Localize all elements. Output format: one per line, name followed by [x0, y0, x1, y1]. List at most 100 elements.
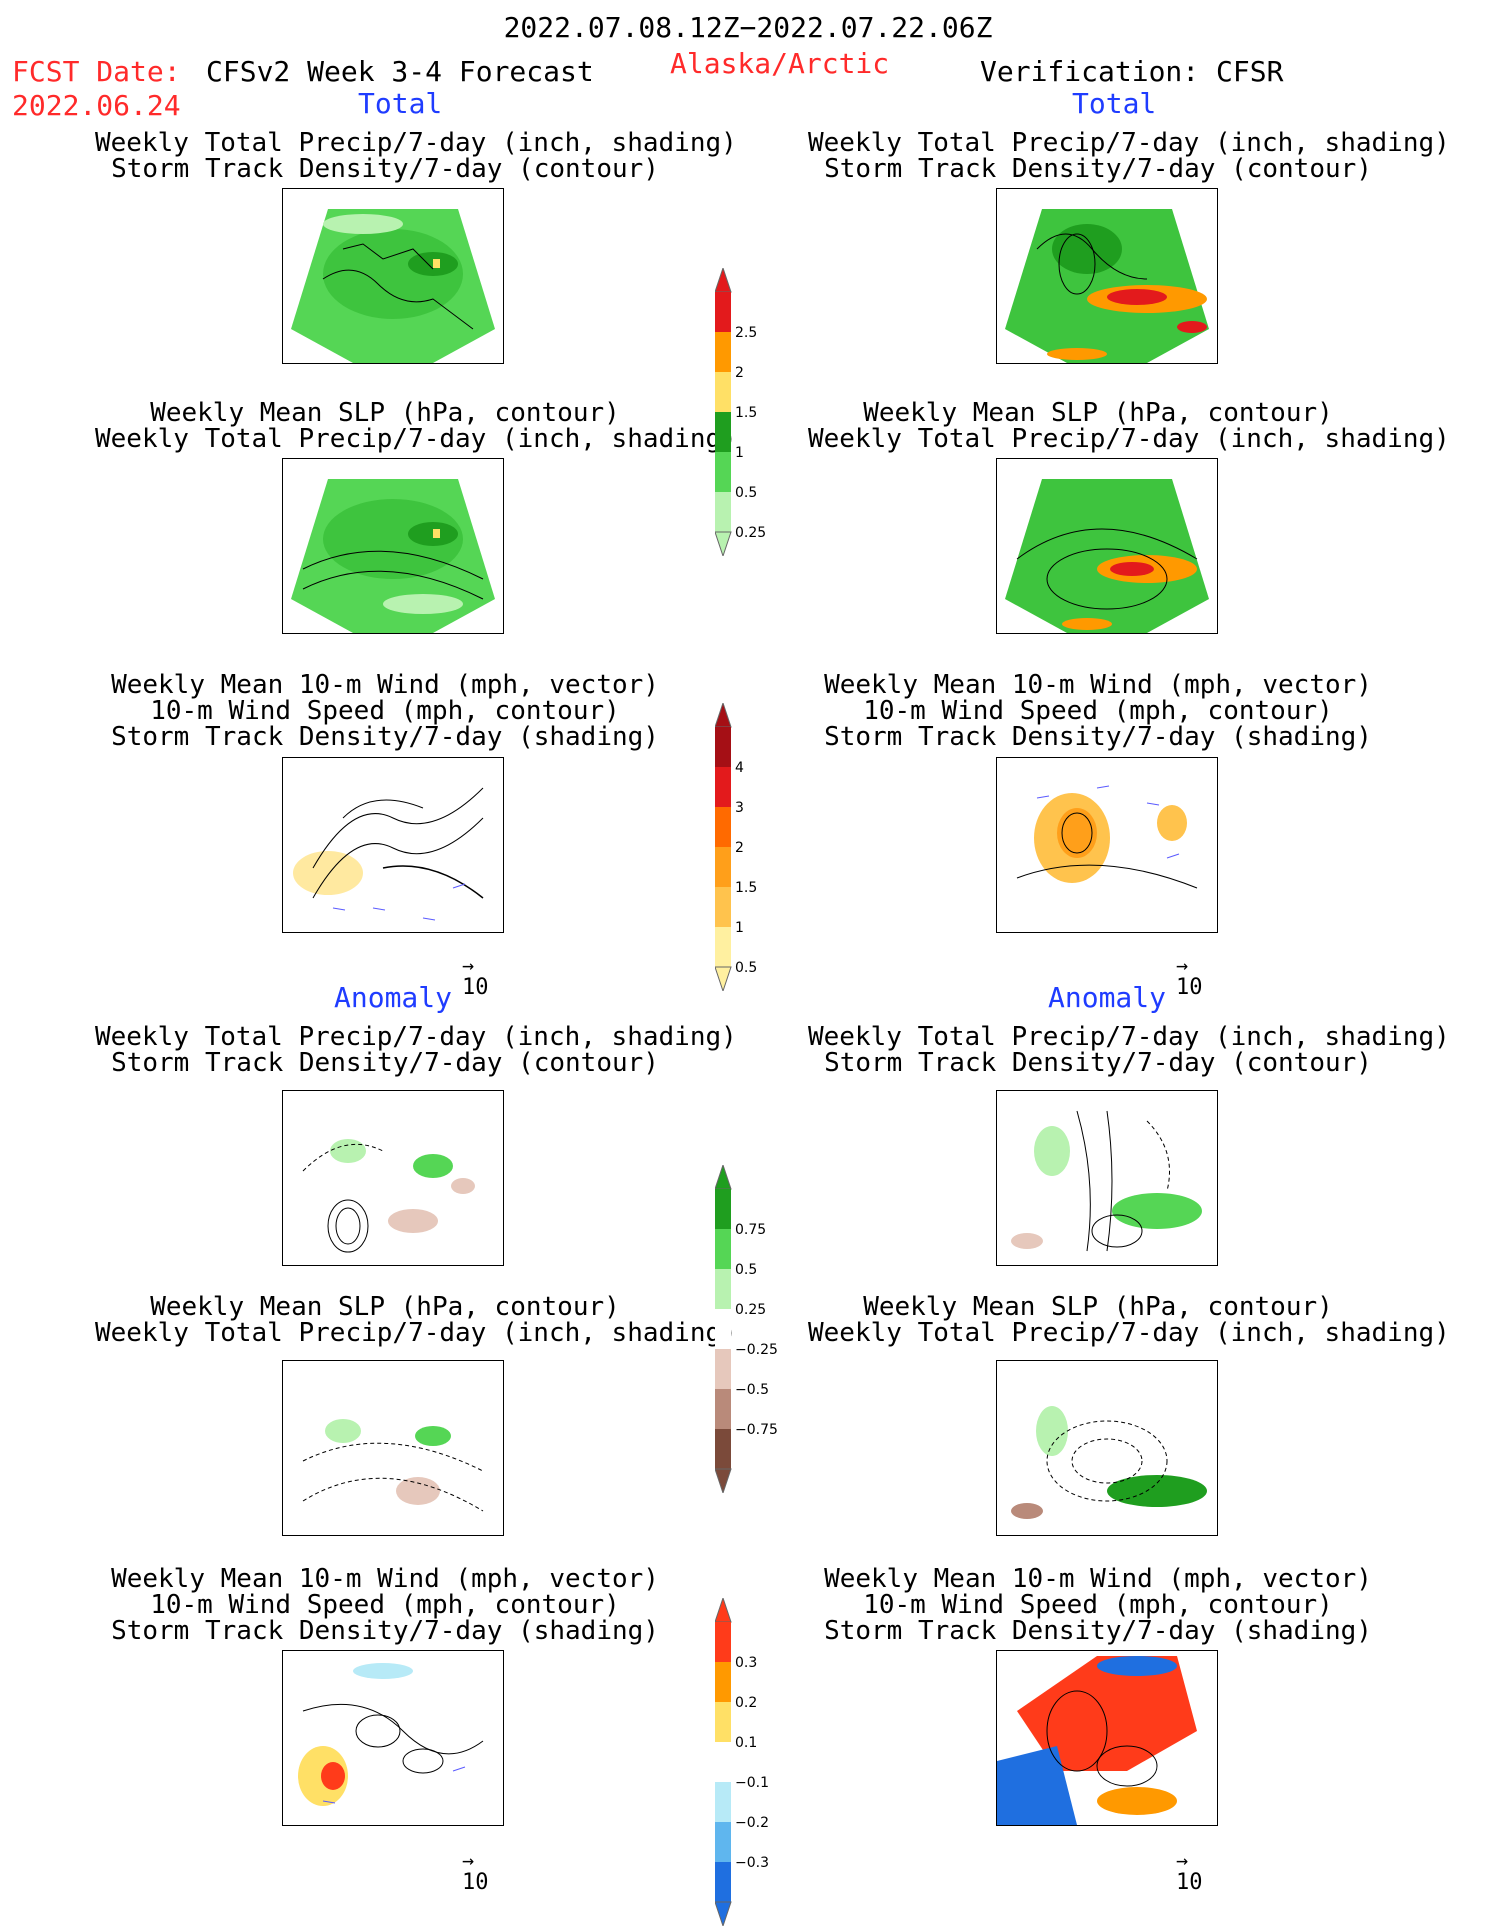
colorbar-segment	[715, 492, 731, 532]
colorbar-segment	[715, 1269, 731, 1309]
title-l4-b: Storm Track Density/7-day (contour)	[111, 1048, 659, 1078]
vector-ref-label: 10	[462, 1870, 489, 1895]
colorbar-tick-label: 2	[735, 365, 744, 381]
vector-ref-r6: → 10	[1176, 1850, 1203, 1895]
colorbar-segment	[715, 1782, 731, 1822]
vector-ref-label: 10	[1176, 975, 1203, 1000]
title-l3-a: Weekly Mean 10-m Wind (mph, vector)	[111, 670, 659, 700]
vector-ref-l3: → 10	[462, 955, 489, 1000]
colorbar-storm-anom: 0.3 0.2 0.1 −0.1 −0.2 −0.3	[714, 1596, 785, 1930]
map-image	[291, 479, 495, 633]
colorbar-precip-anom: 0.75 0.5 0.25 −0.25 −0.5 −0.75	[714, 1163, 785, 1497]
title-l6-b: 10-m Wind Speed (mph, contour)	[150, 1590, 620, 1620]
title-l3-b: 10-m Wind Speed (mph, contour)	[150, 696, 620, 726]
map-anom-wind-verification	[996, 1650, 1218, 1826]
colorbar-svg: 0.75 0.5 0.25 −0.25 −0.5 −0.75	[714, 1163, 778, 1495]
colorbar-tick-label: 3	[735, 800, 744, 816]
map-slp-precip-forecast	[282, 458, 504, 634]
title-r6-c: Storm Track Density/7-day (shading)	[824, 1616, 1372, 1646]
colorbar-tick-label: 0.2	[735, 1695, 757, 1711]
map-anom-wind-forecast	[282, 1650, 504, 1826]
title-l6-c: Storm Track Density/7-day (shading)	[111, 1616, 659, 1646]
colorbar-segment	[715, 1622, 731, 1662]
fcst-date-value: 2022.06.24	[12, 89, 181, 122]
map-image	[1005, 209, 1209, 363]
map-image	[302, 1139, 475, 1253]
colorbar-bottom-arrow	[714, 1468, 732, 1495]
map-wind-storm-forecast	[282, 757, 504, 933]
colorbar-segment	[715, 1862, 731, 1902]
colorbar-tick-label: 1	[735, 920, 744, 936]
arrow-icon: →	[1176, 1848, 1189, 1872]
map-image	[1005, 479, 1209, 633]
colorbar-segment	[715, 452, 731, 492]
colorbar-segment	[715, 412, 731, 452]
colorbar-svg: 0.3 0.2 0.1 −0.1 −0.2 −0.3	[714, 1596, 769, 1928]
map-image	[997, 1651, 1217, 1825]
colorbar-tick-label: −0.25	[735, 1342, 778, 1358]
total-label-right: Total	[1072, 87, 1157, 120]
title-r2-a: Weekly Mean SLP (hPa, contour)	[863, 398, 1333, 428]
title-l4-a: Weekly Total Precip/7-day (inch, shading…	[95, 1022, 737, 1052]
colorbar-tick-label: −0.3	[735, 1855, 769, 1871]
colorbar-segment	[715, 292, 731, 332]
colorbar-tick-label: 0.5	[735, 1262, 757, 1278]
title-l5-b: Weekly Total Precip/7-day (inch, shading…	[95, 1318, 737, 1348]
anomaly-label-left: Anomaly	[334, 981, 453, 1014]
colorbar-tick-label: 0.5	[735, 485, 757, 501]
title-r6-b: 10-m Wind Speed (mph, contour)	[863, 1590, 1333, 1620]
colorbar-top-arrow	[714, 1596, 732, 1623]
map-image	[293, 787, 484, 921]
title-r5-b: Weekly Total Precip/7-day (inch, shading…	[808, 1318, 1450, 1348]
colorbar-top-arrow	[714, 266, 732, 293]
colorbar-segment	[715, 1702, 731, 1742]
colorbar-segment	[715, 927, 731, 967]
colorbar-top-arrow	[714, 701, 732, 728]
colorbar-tick-label: −0.1	[735, 1775, 769, 1791]
title-r6-a: Weekly Mean 10-m Wind (mph, vector)	[824, 1564, 1372, 1594]
colorbar-bottom-arrow	[714, 531, 732, 558]
title-l2-b: Weekly Total Precip/7-day (inch, shading…	[95, 424, 737, 454]
title-r1-a: Weekly Total Precip/7-day (inch, shading…	[808, 128, 1450, 158]
colorbar-svg: 4 3 2 1.5 1 0.5	[714, 701, 757, 993]
arrow-icon: →	[462, 953, 475, 977]
vector-ref-label: 10	[1176, 1870, 1203, 1895]
map-total-precip-verification	[996, 188, 1218, 364]
vector-ref-label: 10	[462, 975, 489, 1000]
title-r3-b: 10-m Wind Speed (mph, contour)	[863, 696, 1333, 726]
map-image	[1016, 785, 1198, 889]
colorbar-segment	[715, 1822, 731, 1862]
colorbar-tick-label: 0.5	[735, 960, 757, 976]
fcst-date-label: FCST Date:	[12, 55, 181, 88]
colorbar-tick-label: 0.1	[735, 1735, 757, 1751]
colorbar-segment	[715, 807, 731, 847]
title-l6-a: Weekly Mean 10-m Wind (mph, vector)	[111, 1564, 659, 1594]
colorbar-segment	[715, 332, 731, 372]
colorbar-tick-label: 1.5	[735, 880, 757, 896]
model-title: CFSv2 Week 3-4 Forecast	[206, 55, 594, 88]
colorbar-segment	[715, 1742, 731, 1782]
title-l5-a: Weekly Mean SLP (hPa, contour)	[150, 1292, 620, 1322]
colorbar-tick-label: 0.25	[735, 525, 766, 541]
vector-ref-r3: → 10	[1176, 955, 1203, 1000]
colorbar-segment	[715, 1389, 731, 1429]
colorbar-tick-label: 1.5	[735, 405, 757, 421]
map-image	[1011, 1406, 1207, 1519]
region-title: Alaska/Arctic	[670, 47, 890, 80]
map-wind-storm-verification	[996, 757, 1218, 933]
title-l3-c: Storm Track Density/7-day (shading)	[111, 722, 659, 752]
map-anom-slp-verification	[996, 1360, 1218, 1536]
total-label-left: Total	[358, 87, 443, 120]
colorbar-segment	[715, 1229, 731, 1269]
map-total-precip-forecast	[282, 188, 504, 364]
colorbar-precip-total: 2.5 2 1.5 1 0.5 0.25	[714, 266, 785, 560]
colorbar-segment	[715, 1662, 731, 1702]
colorbar-tick-label: 0.75	[735, 1222, 766, 1238]
colorbar-segment	[715, 727, 731, 767]
title-l2-a: Weekly Mean SLP (hPa, contour)	[150, 398, 620, 428]
anomaly-label-right: Anomaly	[1048, 981, 1167, 1014]
colorbar-tick-label: 2	[735, 840, 744, 856]
title-r4-b: Storm Track Density/7-day (contour)	[824, 1048, 1372, 1078]
map-slp-precip-verification	[996, 458, 1218, 634]
colorbar-tick-label: 0.25	[735, 1302, 766, 1318]
